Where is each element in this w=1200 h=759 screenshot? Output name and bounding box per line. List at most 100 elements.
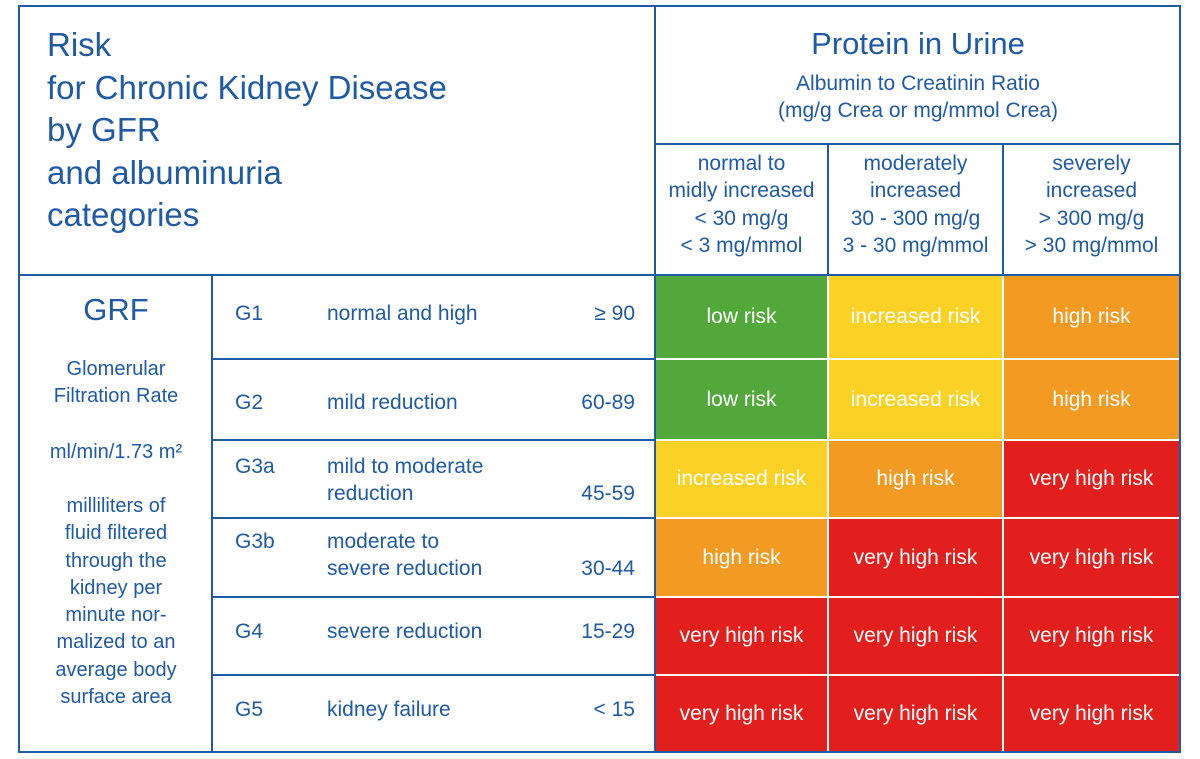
gfr-description-line: moderate to	[327, 530, 440, 553]
protein-subheader-divider	[654, 143, 1181, 145]
gfr-description: normal and high	[327, 300, 567, 327]
risk-cell: very high risk	[1004, 598, 1179, 674]
column-header-line: 30 - 300 mg/g	[850, 206, 981, 230]
gfr-description-line: kidney failure	[327, 698, 451, 721]
title-line: by GFR	[47, 111, 161, 148]
gfr-code: G1	[235, 302, 264, 325]
row-divider-2	[211, 439, 656, 441]
title-line: Risk	[47, 26, 112, 63]
risk-cell: very high risk	[829, 676, 1002, 751]
risk-cell: high risk	[1004, 276, 1179, 358]
risk-cell: very high risk	[1004, 519, 1179, 596]
gfr-code: G2	[235, 391, 264, 414]
grf-explanation-line: fluid filtered	[64, 522, 168, 545]
risk-label: very high risk	[1029, 467, 1154, 490]
risk-cell: very high risk	[656, 598, 827, 674]
column-header-line: increased	[869, 179, 962, 203]
risk-label: low risk	[706, 387, 777, 411]
column-header-line: > 30 mg/mmol	[1024, 233, 1159, 257]
column-header-line: < 3 mg/mmol	[680, 233, 803, 257]
title-line: and albuminuria	[47, 153, 282, 191]
header-divider	[18, 274, 1181, 276]
risk-cell: high risk	[829, 441, 1002, 517]
risk-cell: very high risk	[656, 676, 827, 751]
gfr-description: mild reduction	[327, 389, 567, 416]
grf-description-line: Filtration Rate	[53, 385, 179, 408]
gfr-description-line: reduction	[327, 482, 414, 506]
risk-cell: very high risk	[1004, 676, 1179, 751]
risk-label: increased risk	[676, 467, 807, 490]
column-header-line: increased	[1045, 179, 1138, 203]
gfr-code: G5	[235, 698, 264, 721]
risk-cell: increased risk	[829, 360, 1002, 439]
risk-cell: very high risk	[829, 598, 1002, 674]
risk-label: very high risk	[853, 624, 978, 647]
column-header-line: normal to	[697, 152, 786, 175]
risk-cell: increased risk	[829, 276, 1002, 358]
gfr-description-line: normal and high	[327, 302, 478, 325]
risk-label: very high risk	[1029, 545, 1154, 569]
risk-label: high risk	[702, 545, 781, 569]
page-title: Risk for Chronic Kidney Disease by GFR a…	[47, 24, 607, 237]
grf-explanation-line: minute nor-	[65, 604, 167, 627]
grf-explanation-line: kidney per	[69, 576, 163, 599]
protein-subtitle: Albumin to Creatinin Ratio (mg/g Crea or…	[656, 70, 1180, 124]
column-header-line: > 300 mg/g	[1038, 206, 1145, 230]
column-header-line: moderately	[863, 152, 968, 175]
col-divider-1	[827, 143, 829, 276]
risk-label: very high risk	[679, 624, 804, 647]
gfr-description-line: mild reduction	[327, 391, 458, 414]
risk-cell: very high risk	[829, 519, 1002, 596]
column-header-a1: normal to midly increased < 30 mg/g < 3 …	[656, 150, 827, 259]
risk-cell: low risk	[656, 360, 827, 439]
risk-label: very high risk	[679, 701, 804, 725]
column-header-a2: moderately increased 30 - 300 mg/g 3 - 3…	[829, 150, 1002, 259]
title-line: for Chronic Kidney Disease	[47, 68, 447, 106]
grf-explanation: milliliters of fluid filtered through th…	[20, 493, 212, 711]
gfr-description-line: severe reduction	[327, 620, 483, 643]
table-frame	[18, 5, 1181, 753]
gfr-description: moderate to severe reduction	[327, 528, 567, 583]
gfr-code: G4	[235, 620, 264, 643]
protein-subtitle-line: Albumin to Creatinin Ratio	[796, 72, 1040, 95]
risk-label: increased risk	[850, 387, 981, 411]
column-header-line: severely	[1052, 152, 1131, 175]
gfr-code: G3a	[235, 455, 275, 478]
risk-label: very high risk	[1029, 701, 1154, 725]
risk-cell: high risk	[1004, 360, 1179, 439]
col-divider-2	[1002, 143, 1004, 276]
risk-label: low risk	[706, 305, 777, 328]
gfr-description-line: severe reduction	[327, 557, 483, 581]
gfr-description: mild to moderate reduction	[327, 453, 567, 508]
title-line: categories	[47, 196, 200, 233]
column-header-line: < 30 mg/g	[694, 206, 789, 230]
risk-cell: low risk	[656, 276, 827, 358]
gfr-description: severe reduction	[327, 618, 567, 645]
gfr-code: G3b	[235, 530, 275, 553]
risk-cell: high risk	[656, 519, 827, 596]
grf-explanation-line: milliliters of	[66, 495, 166, 517]
gfr-range: 15-29	[581, 620, 635, 643]
grf-explanation-line: malized to an	[56, 631, 176, 654]
grf-column-divider	[211, 274, 213, 753]
grf-unit: ml/min/1.73 m²	[49, 441, 183, 463]
gfr-range: ≥ 90	[594, 302, 635, 325]
risk-label: very high risk	[853, 701, 978, 725]
gfr-range: 30-44	[581, 557, 635, 580]
protein-title: Protein in Urine	[811, 26, 1025, 61]
row-divider-1	[211, 358, 656, 360]
column-header-a3: severely increased > 300 mg/g > 30 mg/mm…	[1004, 150, 1179, 259]
gfr-range: 45-59	[581, 482, 635, 505]
risk-cell: increased risk	[656, 441, 827, 517]
gfr-range: 60-89	[581, 391, 635, 414]
risk-label: high risk	[1052, 387, 1131, 411]
header-vertical-divider	[654, 5, 656, 753]
grf-title: GRF	[83, 292, 149, 327]
column-header-line: 3 - 30 mg/mmol	[842, 233, 989, 257]
gfr-description-line: mild to moderate	[327, 455, 484, 478]
row-divider-4	[211, 596, 656, 598]
grf-explanation-line: through the	[65, 549, 167, 572]
grf-description: Glomerular Filtration Rate	[20, 356, 212, 411]
row-divider-3	[211, 517, 656, 519]
risk-label: high risk	[876, 467, 955, 490]
